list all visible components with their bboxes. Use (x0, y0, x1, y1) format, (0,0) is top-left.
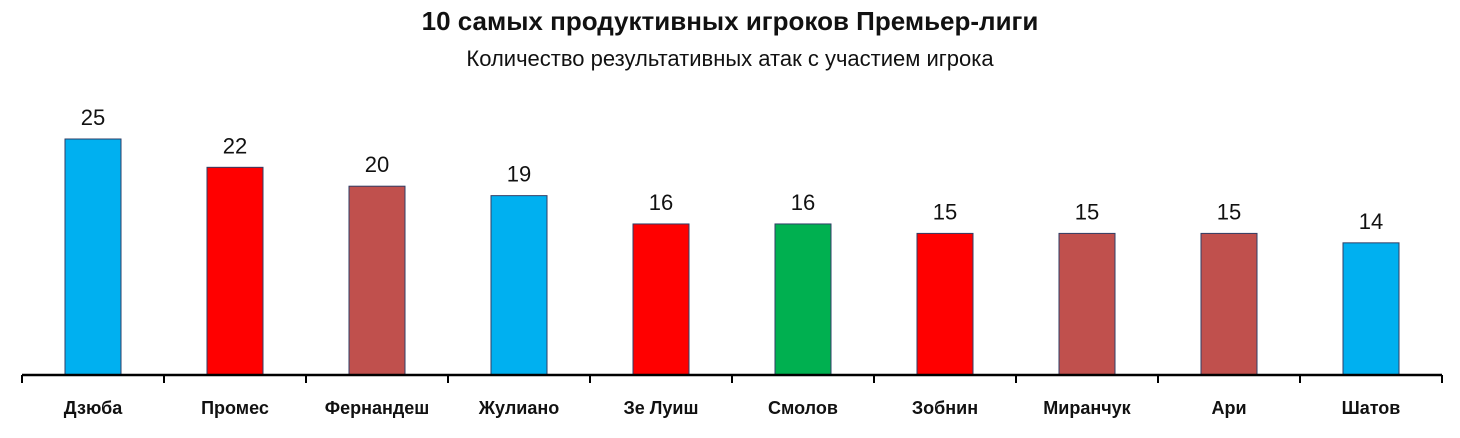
bar-9 (1200, 232, 1258, 376)
category-label-5: Зе Луиш (624, 398, 699, 418)
value-label-3: 20 (365, 152, 389, 177)
bar-4 (490, 195, 548, 376)
chart-title: 10 самых продуктивных игроков Премьер-ли… (421, 6, 1039, 36)
value-label-2: 22 (223, 133, 247, 158)
category-label-6: Смолов (768, 398, 838, 418)
value-label-9: 15 (1217, 199, 1241, 224)
category-label-10: Шатов (1342, 398, 1401, 418)
category-label-4: Жулиано (478, 398, 559, 418)
category-label-7: Зобнин (912, 398, 978, 418)
category-labels-group: Дзюба Промес Фернандеш Жулиано Зе Луиш Смолов… (64, 398, 1401, 418)
value-label-10: 14 (1359, 209, 1383, 234)
category-label-2: Промес (201, 398, 269, 418)
category-label-8: Миранчук (1043, 398, 1131, 418)
bar-1 (64, 138, 122, 376)
bar-6 (774, 223, 832, 376)
value-label-8: 15 (1075, 199, 1099, 224)
value-label-4: 19 (507, 162, 531, 187)
bar-2 (206, 166, 264, 376)
value-label-7: 15 (933, 199, 957, 224)
value-label-6: 16 (791, 190, 815, 215)
category-label-3: Фернандеш (325, 398, 430, 418)
value-label-5: 16 (649, 190, 673, 215)
x-axis (21, 373, 1443, 383)
bar-3 (348, 185, 406, 376)
bar-7 (916, 232, 974, 376)
category-label-9: Ари (1211, 398, 1246, 418)
bars-group (64, 138, 1400, 376)
value-label-1: 25 (81, 105, 105, 130)
category-label-1: Дзюба (64, 398, 123, 418)
bar-8 (1058, 232, 1116, 376)
chart-subtitle: Количество результативных атак с участие… (466, 46, 994, 71)
bar-10 (1342, 242, 1400, 376)
bar-5 (632, 223, 690, 376)
value-labels-group: 25 22 20 19 16 16 15 15 15 14 (81, 105, 1383, 234)
